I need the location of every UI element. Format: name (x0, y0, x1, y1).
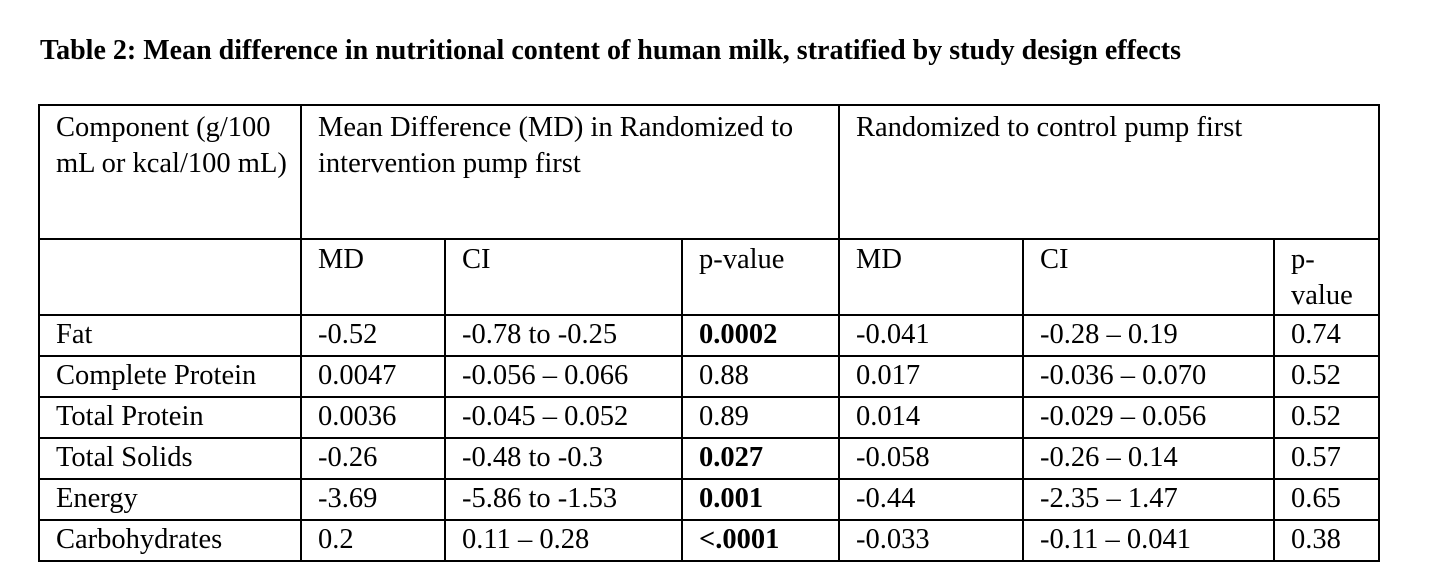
control-group-header: Randomized to control pump first (838, 104, 1381, 240)
md-control-cell: -0.041 (838, 314, 1025, 357)
component-cell: Fat (38, 314, 302, 357)
md-control-cell: -0.44 (838, 478, 1025, 521)
pvalue-intervention-cell: 0.027 (680, 437, 841, 480)
subheader-empty (38, 238, 302, 316)
ci-intervention-cell: -0.056 – 0.066 (444, 355, 683, 398)
md-intervention-cell: 0.0036 (300, 396, 446, 439)
component-cell: Total Protein (38, 396, 302, 439)
ci-control-cell: -0.26 – 0.14 (1022, 437, 1276, 480)
md-control-cell: 0.014 (838, 396, 1025, 439)
subheader-md-intervention: MD (300, 238, 446, 316)
table-row: Total Protein 0.0036 -0.045 – 0.052 0.89 0.0… (38, 396, 1381, 439)
component-cell: Total Solids (38, 437, 302, 480)
subheader-ci-intervention: CI (444, 238, 683, 316)
table-row: Complete Protein 0.0047 -0.056 – 0.066 0.88… (38, 355, 1381, 398)
pvalue-intervention-cell: 0.89 (680, 396, 841, 439)
subheader-ci-control: CI (1022, 238, 1276, 316)
ci-control-cell: -0.036 – 0.070 (1022, 355, 1276, 398)
pvalue-control-cell: 0.52 (1273, 355, 1381, 398)
group-header-row: Component (g/100 mL or kcal/100 mL) Mean… (38, 104, 1381, 240)
pvalue-intervention-cell: <.0001 (680, 519, 841, 562)
table-row: Fat -0.52 -0.78 to -0.25 0.0002 -0.041 -0.28 … (38, 314, 1381, 357)
md-intervention-cell: -0.52 (300, 314, 446, 357)
pvalue-control-cell: 0.38 (1273, 519, 1381, 562)
component-cell: Complete Protein (38, 355, 302, 398)
intervention-group-header: Mean Difference (MD) in Randomized to in… (299, 104, 841, 240)
md-control-cell: -0.033 (838, 519, 1025, 562)
md-intervention-cell: 0.0047 (300, 355, 446, 398)
ci-intervention-cell: -0.48 to -0.3 (444, 437, 683, 480)
subheader-pvalue-intervention: p-value (680, 238, 841, 316)
ci-control-cell: -0.11 – 0.041 (1022, 519, 1276, 562)
pvalue-intervention-cell: 0.88 (680, 355, 841, 398)
ci-intervention-cell: -0.78 to -0.25 (444, 314, 683, 357)
pvalue-intervention-cell: 0.001 (680, 478, 841, 521)
table-caption: Table 2: Mean difference in nutritional … (40, 35, 1181, 66)
md-control-cell: -0.058 (838, 437, 1025, 480)
md-intervention-cell: 0.2 (300, 519, 446, 562)
component-cell: Carbohydrates (38, 519, 302, 562)
component-header: Component (g/100 mL or kcal/100 mL) (38, 104, 302, 240)
pvalue-control-cell: 0.52 (1273, 396, 1381, 439)
pvalue-control-cell: 0.65 (1273, 478, 1381, 521)
pvalue-control-cell: 0.74 (1273, 314, 1381, 357)
table-row: Total Solids -0.26 -0.48 to -0.3 0.027 -0.05… (38, 437, 1381, 480)
subheader-pvalue-control: p-value (1273, 238, 1381, 316)
ci-control-cell: -2.35 – 1.47 (1022, 478, 1276, 521)
ci-intervention-cell: -5.86 to -1.53 (444, 478, 683, 521)
pvalue-intervention-cell: 0.0002 (680, 314, 841, 357)
ci-control-cell: -0.28 – 0.19 (1022, 314, 1276, 357)
md-intervention-cell: -0.26 (300, 437, 446, 480)
table-row: Energy -3.69 -5.86 to -1.53 0.001 -0.44 -2.35… (38, 478, 1381, 521)
md-intervention-cell: -3.69 (300, 478, 446, 521)
subheader-md-control: MD (838, 238, 1025, 316)
subheader-row: MD CI p-value MD CI p-value (38, 238, 1381, 316)
component-cell: Energy (38, 478, 302, 521)
md-control-cell: 0.017 (838, 355, 1025, 398)
ci-intervention-cell: 0.11 – 0.28 (444, 519, 683, 562)
results-table: Component (g/100 mL or kcal/100 mL) Mean… (38, 104, 1381, 562)
ci-intervention-cell: -0.045 – 0.052 (444, 396, 683, 439)
table-row: Carbohydrates 0.2 0.11 – 0.28 <.0001 -0.033-… (38, 519, 1381, 562)
pvalue-control-cell: 0.57 (1273, 437, 1381, 480)
ci-control-cell: -0.029 – 0.056 (1022, 396, 1276, 439)
